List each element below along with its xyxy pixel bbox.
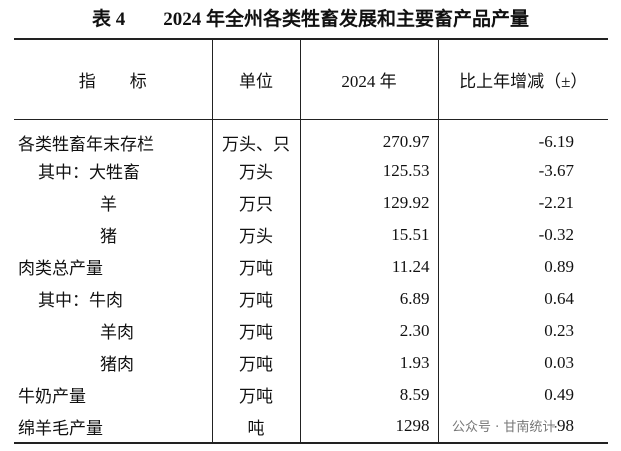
value-cell: 1.93	[299, 346, 438, 379]
table-row: 其中：大牲畜 万头 125.53 -3.67	[14, 154, 608, 187]
row-label: 羊	[100, 195, 117, 214]
unit-cell: 万吨	[211, 314, 300, 347]
table-row: 牛奶产量 万吨 8.59 0.49	[14, 378, 608, 411]
table-row: 猪 万头 15.51 -0.32	[14, 218, 608, 251]
value-cell: 129.92	[299, 186, 438, 219]
watermark: 公众号 · 甘南统计	[452, 416, 556, 435]
change-cell: -3.67	[437, 154, 608, 187]
row-label: 肉类总产量	[18, 259, 103, 278]
row-label: 猪	[100, 227, 117, 246]
row-label: 猪肉	[100, 355, 134, 374]
change-cell: -2.21	[437, 186, 608, 219]
row-label: 绵羊毛产量	[14, 410, 212, 444]
change-cell: 0.89	[437, 250, 608, 283]
unit-cell: 万头	[211, 154, 300, 187]
column-header: 2024 年	[299, 38, 438, 120]
change-cell: 0.23	[437, 314, 608, 347]
change-cell: -0.32	[437, 218, 608, 251]
value-cell: 2.30	[299, 314, 438, 347]
unit-cell: 万头、只	[211, 119, 300, 155]
row-label: 其中：牛肉	[38, 291, 123, 310]
table-row: 肉类总产量 万吨 11.24 0.89	[14, 250, 608, 283]
change-cell: 0.49	[437, 378, 608, 411]
table-row: 猪肉 万吨 1.93 0.03	[14, 346, 608, 379]
value-cell: 6.89	[299, 282, 438, 315]
unit-cell: 万吨	[211, 250, 300, 283]
row-label: 其中：大牲畜	[38, 163, 140, 182]
value-cell: 1298	[299, 410, 438, 444]
unit-cell: 万只	[211, 186, 300, 219]
table-title: 表 4 2024 年全州各类牲畜发展和主要畜产品产量	[91, 9, 529, 30]
value-cell: 270.97	[299, 119, 438, 155]
unit-cell: 万吨	[211, 346, 300, 379]
value-cell: 15.51	[299, 218, 438, 251]
table-row: 羊肉 万吨 2.30 0.23	[14, 314, 608, 347]
value-cell: 8.59	[299, 378, 438, 411]
table-row: 羊 万只 129.92 -2.21	[14, 186, 608, 219]
value-cell: 125.53	[299, 154, 438, 187]
header-row: 指 标 单位 2024 年 比上年增减（±）	[14, 38, 608, 120]
unit-cell: 万吨	[211, 282, 300, 315]
change-cell: 0.03	[437, 346, 608, 379]
unit-cell: 吨	[211, 410, 300, 444]
change-cell: 0.64	[437, 282, 608, 315]
column-header: 单位	[211, 38, 300, 120]
data-table: 指 标 单位 2024 年 比上年增减（±） 各类牲畜年末存栏 万头、只 270.9…	[14, 38, 608, 444]
row-label: 羊肉	[100, 323, 134, 342]
unit-cell: 万头	[211, 218, 300, 251]
unit-cell: 万吨	[211, 378, 300, 411]
row-label: 各类牲畜年末存栏	[18, 134, 154, 154]
column-header: 比上年增减（±）	[437, 38, 608, 120]
column-header: 指 标	[14, 38, 212, 120]
value-cell: 11.24	[299, 250, 438, 283]
table-row: 各类牲畜年末存栏 万头、只 270.97 -6.19	[14, 119, 608, 155]
table-row: 其中：牛肉 万吨 6.89 0.64	[14, 282, 608, 315]
row-label: 牛奶产量	[18, 387, 86, 406]
change-cell: -6.19	[437, 119, 608, 155]
